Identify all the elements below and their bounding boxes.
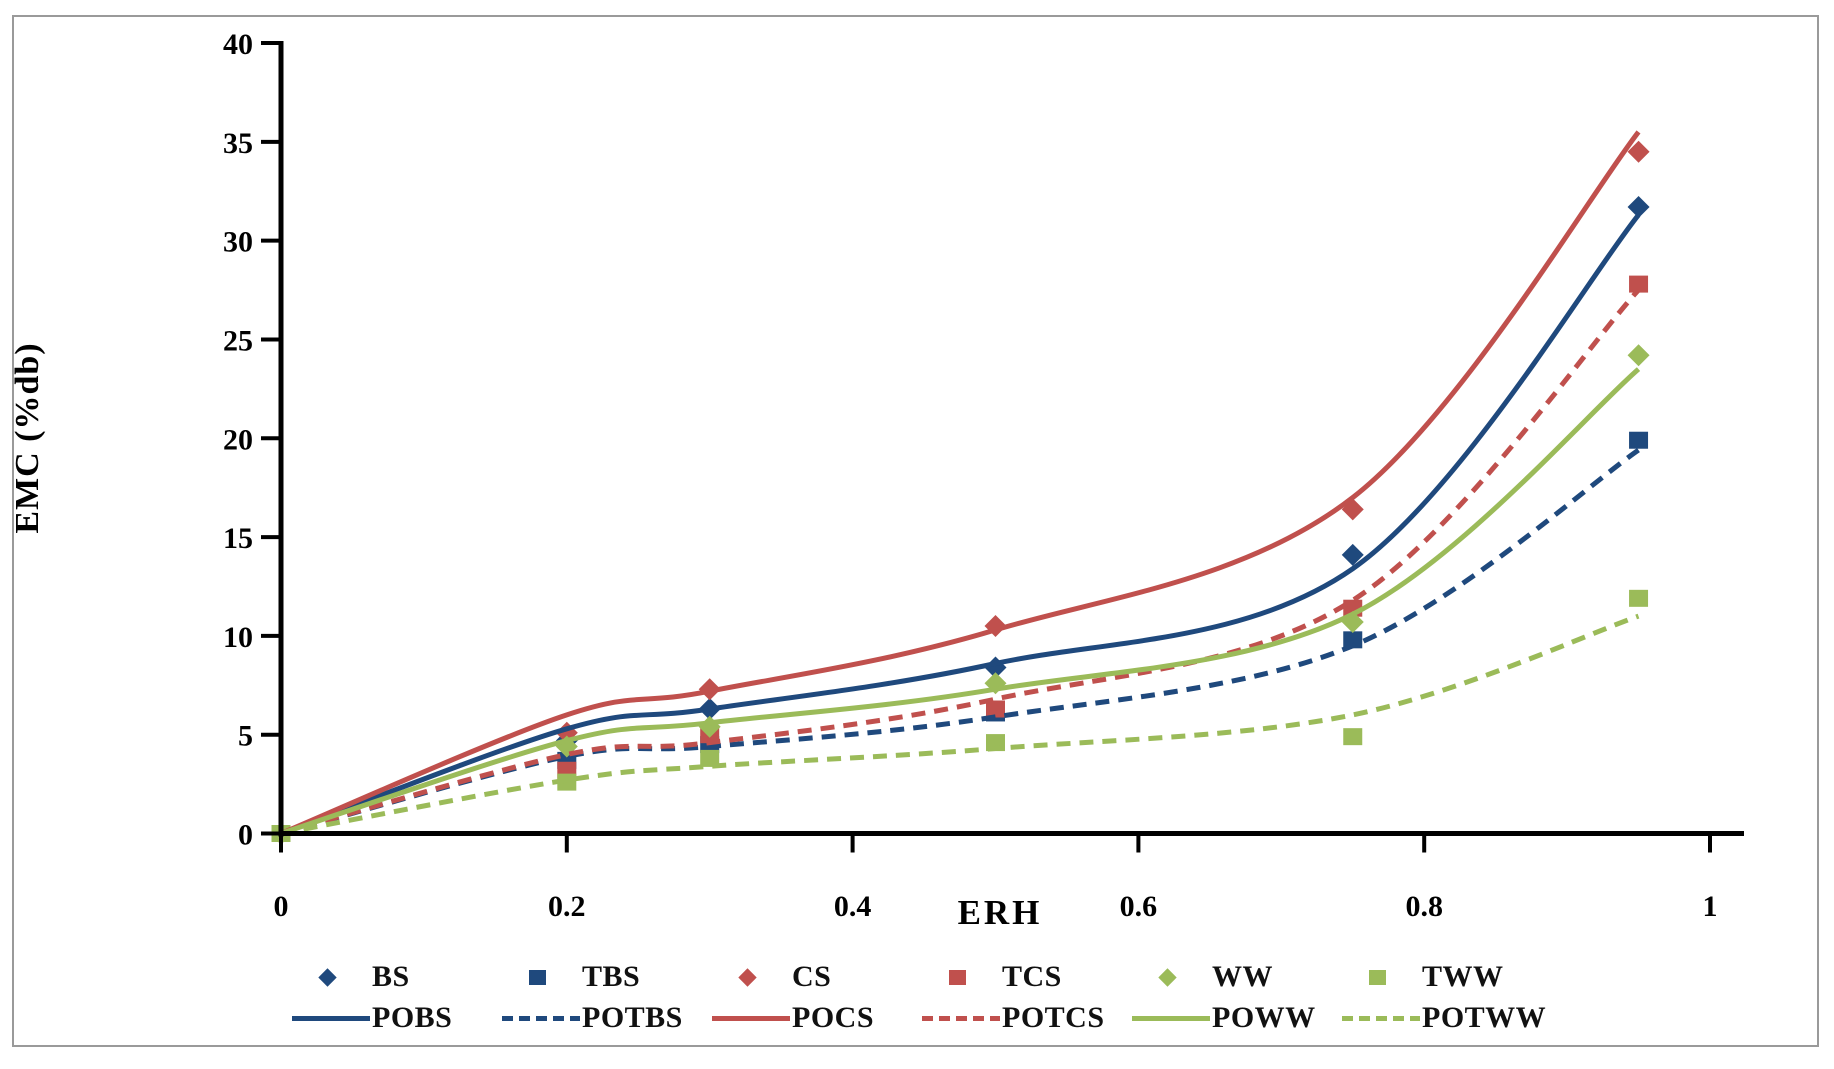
marker-BS — [1341, 543, 1364, 566]
y-tick-label: 5 — [238, 720, 253, 753]
y-tick-label: 0 — [238, 819, 253, 852]
marker-TBS — [1343, 631, 1363, 649]
x-tick-label: 0 — [274, 890, 289, 923]
curve-POCS — [280, 130, 1641, 836]
marker-WW — [1627, 344, 1650, 367]
x-tick-label: 0.4 — [834, 890, 872, 923]
y-tick-label: 20 — [223, 423, 253, 456]
x-tick-label: 0.6 — [1120, 890, 1158, 923]
marker-TWW — [1343, 728, 1363, 746]
figure-border — [12, 15, 1819, 1047]
y-tick-label: 30 — [223, 226, 253, 259]
marker-CS — [1627, 140, 1650, 163]
x-tick-label: 0.2 — [548, 890, 586, 923]
y-tick-label: 15 — [223, 522, 253, 555]
marker-TWW — [700, 749, 720, 767]
marker-TWW — [1629, 589, 1649, 607]
y-tick-label: 25 — [223, 324, 253, 357]
curve-POTCS — [280, 288, 1641, 836]
x-axis-title: ERH — [957, 893, 1043, 932]
axes — [261, 41, 1744, 853]
y-tick-label: 40 — [223, 28, 253, 61]
curve-POBS — [280, 213, 1641, 836]
x-tick-label: 0.8 — [1405, 890, 1443, 923]
marker-TWW — [557, 773, 577, 791]
y-tick-label: 35 — [223, 127, 253, 160]
marker-TCS — [1629, 275, 1649, 293]
y-axis-title: EMC (%db) — [9, 342, 46, 534]
tick-labels: 0 5 10 15 20 25 30 35 40 0 0.2 0.4 0.6 0.8 1 — [223, 28, 1718, 923]
marker-TBS — [1629, 431, 1649, 449]
scatter-markers — [270, 140, 1650, 845]
curve-POWW — [280, 367, 1641, 836]
model-curves — [280, 130, 1641, 836]
x-tick-label: 1 — [1703, 890, 1718, 923]
y-tick-label: 10 — [223, 621, 253, 654]
curve-POTWW — [280, 613, 1640, 836]
marker-BS — [1627, 196, 1650, 219]
marker-TCS — [986, 700, 1005, 718]
